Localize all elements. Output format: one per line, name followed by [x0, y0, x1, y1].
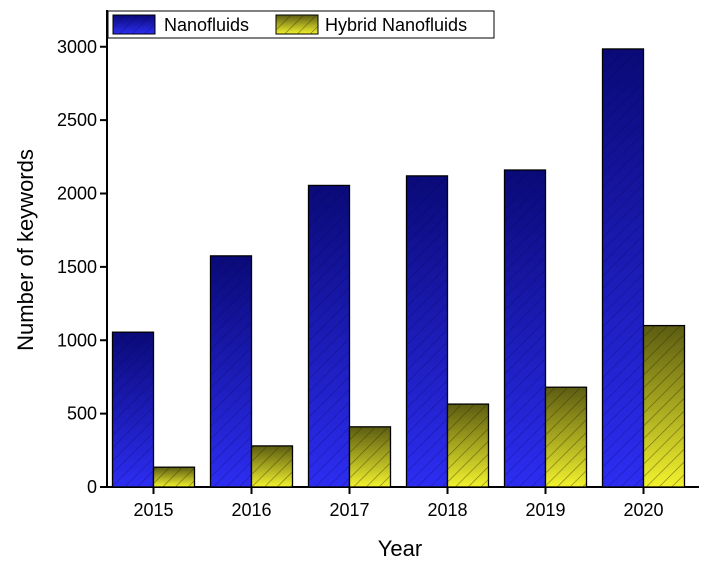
y-tick-label: 2000: [57, 184, 97, 204]
legend-label-hybrid-nanofluids: Hybrid Nanofluids: [325, 15, 467, 35]
x-tick-label-2017: 2017: [329, 500, 369, 520]
legend-label-nanofluids: Nanofluids: [164, 15, 249, 35]
bar-hatch-hybrid-nanofluids-2019: [545, 387, 587, 487]
bar-hatch-nanofluids-2016: [210, 255, 252, 487]
x-axis-title: Year: [378, 536, 422, 561]
x-tick-label-2020: 2020: [623, 500, 663, 520]
legend: Nanofluids Hybrid Nanofluids: [107, 10, 495, 39]
y-tick-label: 1000: [57, 330, 97, 350]
bar-hatch-hybrid-nanofluids-2020: [643, 325, 685, 487]
bar-hatch-nanofluids-2019: [504, 170, 546, 487]
bar-hatch-nanofluids-2018: [406, 175, 448, 487]
x-axis-ticks: 2015 2016 2017 2018 2019 2020: [133, 487, 664, 520]
bar-hatch-hybrid-nanofluids-2015: [153, 467, 195, 487]
y-axis-title: Number of keywords: [13, 149, 38, 351]
y-tick-label: 3000: [57, 37, 97, 57]
bar-hatch-hybrid-nanofluids-2016: [251, 445, 293, 487]
bar-hatch-hybrid-nanofluids-2017: [349, 426, 391, 487]
x-tick-label-2015: 2015: [133, 500, 173, 520]
y-axis-ticks: 0 500 1000 1500 2000 2500 3000: [57, 37, 107, 497]
plot-frame: [106, 10, 699, 488]
legend-swatch-hybrid-nanofluids-hatch: [276, 15, 318, 34]
y-tick-label: 0: [87, 477, 97, 497]
x-tick-label-2018: 2018: [427, 500, 467, 520]
y-tick-label: 500: [67, 404, 97, 424]
y-tick-label: 1500: [57, 257, 97, 277]
bar-hatch-nanofluids-2015: [112, 332, 154, 487]
y-tick-label: 2500: [57, 110, 97, 130]
x-tick-label-2016: 2016: [231, 500, 271, 520]
bar-hatch-nanofluids-2020: [602, 48, 644, 488]
bars: [111, 48, 686, 488]
legend-swatch-nanofluids-hatch: [113, 15, 155, 34]
bar-hatch-nanofluids-2017: [308, 185, 350, 487]
bar-hatch-hybrid-nanofluids-2018: [447, 404, 489, 487]
x-tick-label-2019: 2019: [525, 500, 565, 520]
